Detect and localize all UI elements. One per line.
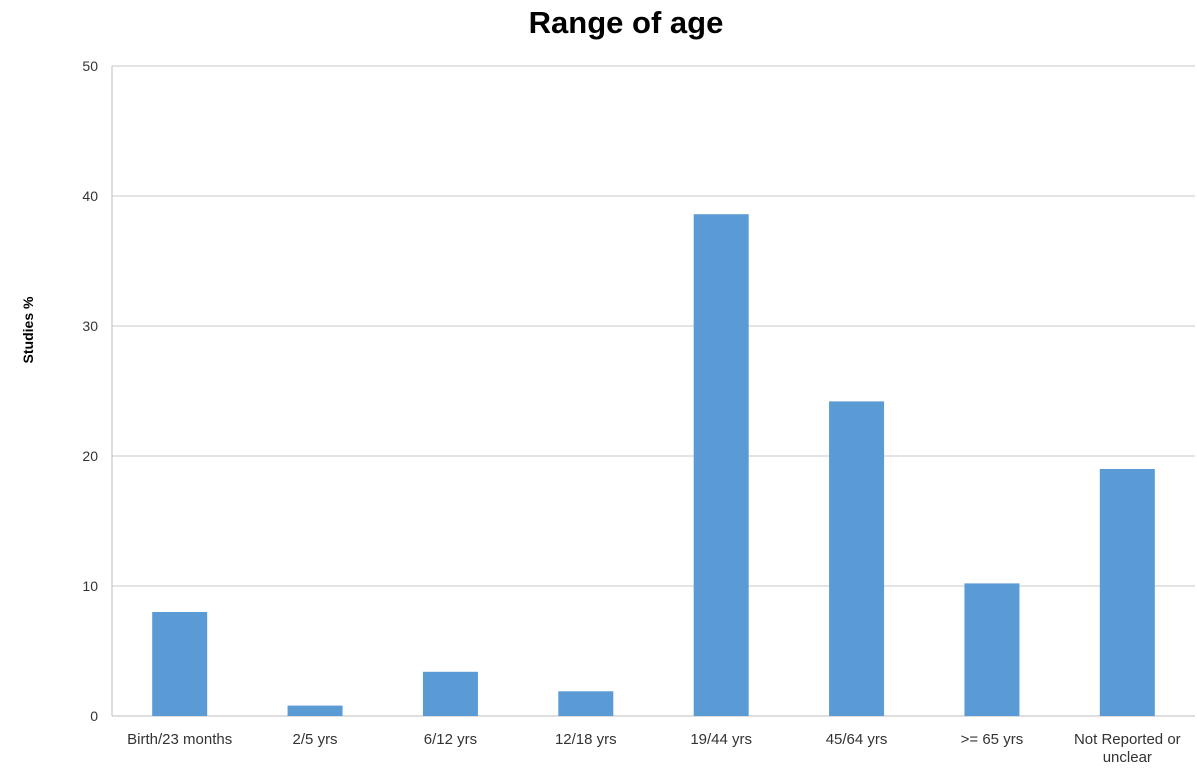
x-tick-label: Birth/23 months: [127, 731, 232, 748]
chart-title: Range of age: [529, 5, 724, 40]
bar: [1099, 469, 1155, 716]
y-tick-label: 10: [82, 578, 98, 594]
x-tick-label: 12/18 yrs: [555, 731, 617, 748]
bar: [693, 214, 749, 716]
bar: [422, 671, 478, 716]
y-tick-label: 50: [82, 58, 98, 74]
x-tick-label: 45/64 yrs: [826, 731, 888, 748]
x-tick-label: 19/44 yrs: [690, 731, 752, 748]
bar: [558, 691, 614, 716]
y-tick-label: 30: [82, 318, 98, 334]
bars: [152, 214, 1155, 716]
bar: [964, 583, 1020, 716]
bar: [152, 612, 208, 716]
x-tick-label: Not Reported or: [1074, 731, 1181, 748]
bar: [287, 705, 343, 716]
bar: [829, 401, 885, 716]
y-axis-ticks: 0 10 20 30 40 50: [82, 58, 98, 724]
x-tick-label: unclear: [1103, 749, 1152, 766]
y-axis-label: Studies %: [20, 296, 36, 363]
x-tick-label: 6/12 yrs: [424, 731, 477, 748]
x-tick-label: 2/5 yrs: [293, 731, 338, 748]
y-tick-label: 40: [82, 188, 98, 204]
gridlines: [111, 65, 1195, 717]
x-axis-ticks: Birth/23 months 2/5 yrs 6/12 yrs 12/18 yrs 1…: [127, 731, 1181, 766]
x-tick-label: >= 65 yrs: [961, 731, 1024, 748]
y-tick-label: 0: [90, 708, 98, 724]
y-tick-label: 20: [82, 448, 98, 464]
